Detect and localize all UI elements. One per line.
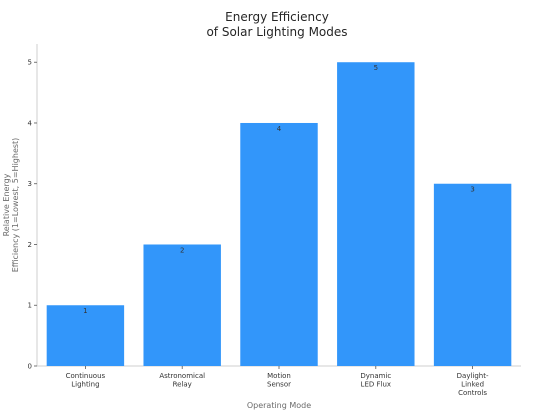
data-labels: 1 2 4 5 3: [83, 64, 475, 315]
bar: [46, 305, 125, 366]
x-axis-label: Operating Mode: [247, 401, 311, 410]
chart-title-line: of Solar Lighting Modes: [206, 25, 347, 39]
y-tick-label: 4: [28, 119, 33, 127]
x-tick-label: Lighting: [71, 381, 99, 389]
y-axis-label-line: Relative Energy: [2, 173, 11, 236]
chart-title-line: Energy Efficiency: [225, 10, 329, 24]
y-tick-label: 1: [28, 302, 32, 310]
y-tick-label: 0: [28, 363, 32, 371]
x-tick-label: LED Flux: [361, 381, 392, 389]
bar: [240, 122, 318, 366]
x-tick-label: Linked: [461, 381, 484, 389]
y-tick-label: 2: [28, 241, 32, 249]
y-tick-label: 3: [28, 180, 32, 188]
bar-data-label: 5: [374, 64, 378, 72]
bar-data-label: 4: [277, 125, 282, 133]
bar-data-label: 2: [180, 246, 184, 254]
bars: [46, 62, 512, 367]
bar: [433, 183, 512, 366]
x-tick-label: Daylight-: [457, 372, 489, 380]
y-axis-label-line: Efficiency (1=Lowest, 5=Highest): [11, 138, 20, 273]
y-tick-label: 5: [28, 59, 32, 67]
bar-data-label: 1: [83, 307, 87, 315]
x-tick-label: Controls: [458, 389, 487, 397]
y-axis-label: Relative Energy Efficiency (1=Lowest, 5=H…: [2, 138, 20, 273]
x-tick-label: Continuous: [66, 372, 106, 380]
y-axis-ticks: 0 1 2 3 4 5: [28, 59, 37, 371]
bar-data-label: 3: [470, 186, 474, 194]
x-tick-label: Astronomical: [159, 372, 205, 380]
bar: [337, 62, 415, 367]
x-tick-label: Sensor: [267, 381, 291, 389]
x-tick-label: Motion: [267, 372, 291, 380]
bar: [143, 244, 221, 366]
x-tick-label: Dynamic: [360, 372, 391, 380]
x-tick-label: Relay: [173, 381, 192, 389]
